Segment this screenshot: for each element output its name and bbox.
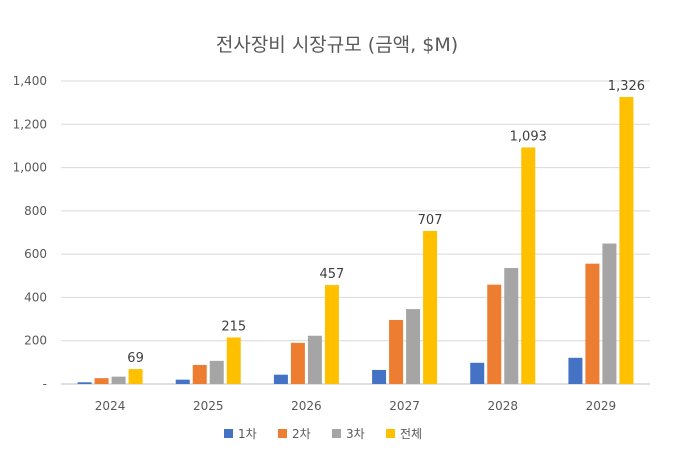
bar [504, 267, 519, 384]
y-tick-label: 1,000 [13, 161, 47, 175]
y-tick-label: 1,400 [13, 74, 47, 88]
legend-swatch [278, 429, 287, 438]
data-label: 1,093 [510, 129, 547, 144]
legend-label: 3차 [346, 427, 365, 441]
y-tick-label: 800 [24, 204, 47, 218]
bar [602, 243, 617, 384]
bar [94, 378, 109, 384]
bar [77, 382, 92, 384]
bar [273, 374, 288, 384]
chart-title: 전사장비 시장규모 (금액, $M) [215, 34, 459, 56]
x-tick-label: 2025 [193, 399, 224, 413]
bar [470, 362, 485, 384]
data-label: 457 [320, 267, 345, 282]
data-label: 707 [418, 213, 443, 228]
bar [175, 379, 190, 384]
bar [128, 369, 143, 384]
x-tick-label: 2024 [95, 399, 126, 413]
bar [487, 284, 502, 384]
bar [372, 369, 387, 384]
bar [192, 364, 207, 384]
bar [290, 342, 305, 384]
legend-swatch [224, 429, 233, 438]
bar [619, 97, 634, 384]
legend-label: 1차 [238, 427, 257, 441]
legend-swatch [386, 429, 395, 438]
bar [226, 337, 241, 384]
bar [423, 230, 438, 384]
data-label: 1,326 [608, 79, 645, 94]
bar [307, 335, 322, 384]
y-tick-label: 1,200 [13, 117, 47, 131]
x-tick-label: 2029 [586, 399, 617, 413]
bar [521, 147, 536, 384]
data-label: 215 [221, 319, 246, 334]
bar [324, 285, 339, 384]
bar [406, 309, 421, 384]
bar [111, 376, 126, 384]
x-tick-label: 2026 [291, 399, 322, 413]
bar [585, 263, 600, 384]
y-tick-label: 400 [24, 290, 47, 304]
x-tick-label: 2027 [389, 399, 420, 413]
bar [568, 357, 583, 384]
data-label: 69 [127, 351, 144, 366]
legend-label: 전체 [400, 427, 422, 441]
y-tick-label: - [43, 377, 47, 391]
bar [209, 360, 224, 384]
y-tick-label: 600 [24, 247, 47, 261]
x-tick-label: 2028 [487, 399, 518, 413]
bar [389, 319, 404, 384]
legend-label: 2차 [292, 427, 311, 441]
legend-swatch [332, 429, 341, 438]
y-tick-label: 200 [24, 334, 47, 348]
